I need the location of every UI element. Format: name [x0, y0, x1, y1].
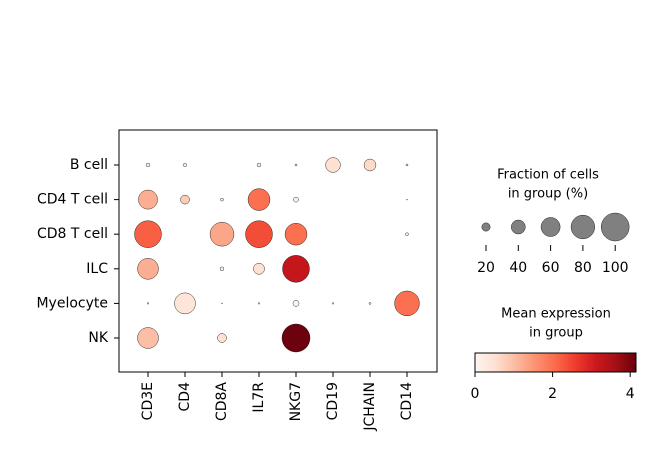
size-legend-label: 40 [509, 260, 527, 276]
size-legend-dot [570, 214, 595, 240]
y-tick-label: B cell [70, 157, 108, 173]
dot [137, 327, 159, 349]
dot [325, 157, 341, 173]
dot [405, 232, 409, 236]
x-tick-label: CD19 [325, 382, 341, 420]
dot [180, 194, 190, 205]
size-legend-title: Fraction of cells [497, 168, 599, 183]
color-legend-title: in group [529, 326, 583, 341]
x-tick-label: CD8A [214, 382, 230, 421]
size-legend-label: 80 [574, 260, 592, 276]
dot [294, 163, 298, 167]
dot [293, 196, 299, 203]
x-tick-label: IL7R [251, 382, 267, 413]
x-tick-label: CD3E [140, 382, 156, 420]
dot [281, 323, 311, 353]
size-legend-label: 60 [542, 260, 560, 276]
size-legend-label: 100 [602, 260, 629, 276]
dot [221, 302, 223, 305]
dot [145, 162, 151, 168]
dot [247, 188, 271, 211]
dot [282, 255, 310, 283]
dot [405, 163, 409, 167]
dot [368, 302, 372, 305]
dot [332, 302, 334, 305]
dot [219, 266, 225, 271]
size-legend-dot [511, 219, 526, 235]
dot [134, 220, 162, 248]
x-tick-label: NKG7 [288, 382, 304, 421]
x-tick-label: JCHAIN [362, 382, 378, 432]
dot [209, 222, 235, 247]
dot [183, 163, 187, 167]
size-legend-title: in group (%) [508, 187, 588, 202]
dot [138, 189, 158, 210]
dot [284, 223, 308, 246]
dot [292, 300, 300, 307]
dot [256, 162, 262, 168]
dot [220, 197, 224, 202]
dot [363, 158, 377, 172]
size-legend-dot [481, 222, 491, 232]
size-legend-dot [601, 212, 630, 242]
y-tick-label: NK [88, 330, 108, 346]
color-legend-title: Mean expression [501, 307, 611, 322]
dot [174, 292, 196, 315]
colorbar-tick-label: 2 [548, 386, 557, 402]
dot [137, 258, 159, 280]
dot [245, 220, 273, 248]
dot [258, 302, 260, 305]
dot [147, 302, 149, 305]
y-tick-label: Myelocyte [36, 295, 108, 311]
size-legend-label: 20 [477, 260, 495, 276]
dot [394, 290, 420, 316]
y-tick-label: CD4 T cell [37, 192, 108, 208]
x-tick-label: CD14 [399, 382, 415, 420]
colorbar-tick-label: 0 [471, 386, 480, 402]
y-tick-label: CD8 T cell [37, 226, 108, 242]
size-legend-dot [540, 217, 561, 237]
colorbar [474, 352, 637, 373]
colorbar-tick-label: 4 [626, 386, 635, 402]
y-tick-label: ILC [86, 261, 108, 277]
plot-frame [118, 129, 438, 373]
dot [217, 333, 227, 343]
x-tick-label: CD4 [177, 382, 193, 412]
dot [253, 263, 265, 275]
dot [406, 198, 408, 201]
